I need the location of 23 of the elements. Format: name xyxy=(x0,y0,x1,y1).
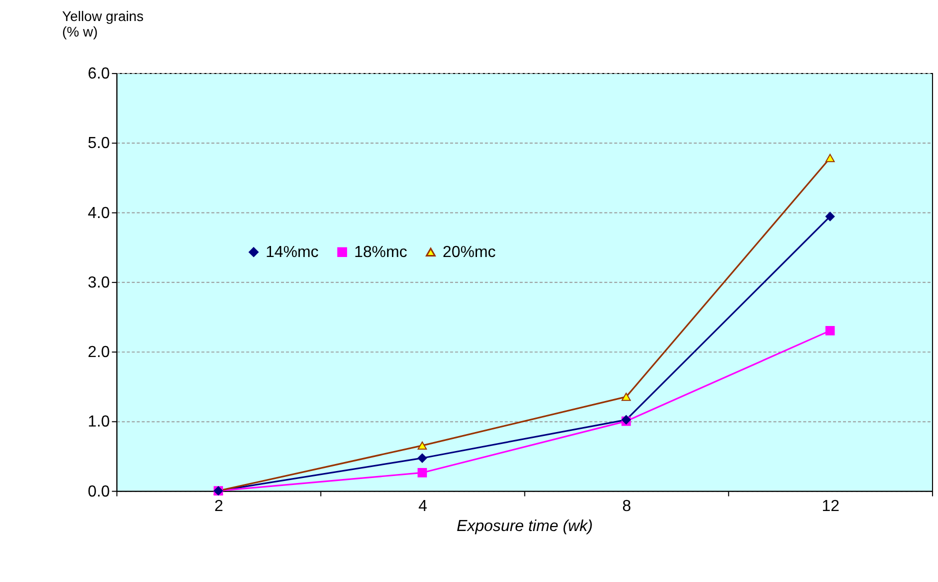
x-tick-label: 8 xyxy=(622,498,632,516)
x-tick-label: 12 xyxy=(822,498,840,516)
y-tick-label: 0.0 xyxy=(88,483,110,500)
y-tick-label: 3.0 xyxy=(88,274,110,292)
point xyxy=(418,441,427,450)
point xyxy=(418,453,427,463)
x-axis-title: Exposure time (wk) xyxy=(456,518,593,536)
point xyxy=(418,468,427,478)
point xyxy=(825,154,835,162)
point xyxy=(622,392,631,401)
legend-label: 20%mc xyxy=(442,244,496,262)
point xyxy=(825,326,835,336)
legend-label: 18%mc xyxy=(354,244,408,262)
legend-label: 14%mc xyxy=(266,244,319,262)
x-tick-label: 2 xyxy=(214,498,224,516)
y-axis-title: Yellow grains (% w) xyxy=(62,8,144,40)
y-tick-label: 4.0 xyxy=(88,204,110,222)
y-tick-label: 6.0 xyxy=(88,66,110,83)
y-tick-label: 1.0 xyxy=(88,414,110,431)
y-tick-label: 5.0 xyxy=(88,135,110,152)
point xyxy=(825,212,835,222)
x-tick-label: 4 xyxy=(418,498,428,516)
y-tick-label: 2.0 xyxy=(88,344,110,362)
